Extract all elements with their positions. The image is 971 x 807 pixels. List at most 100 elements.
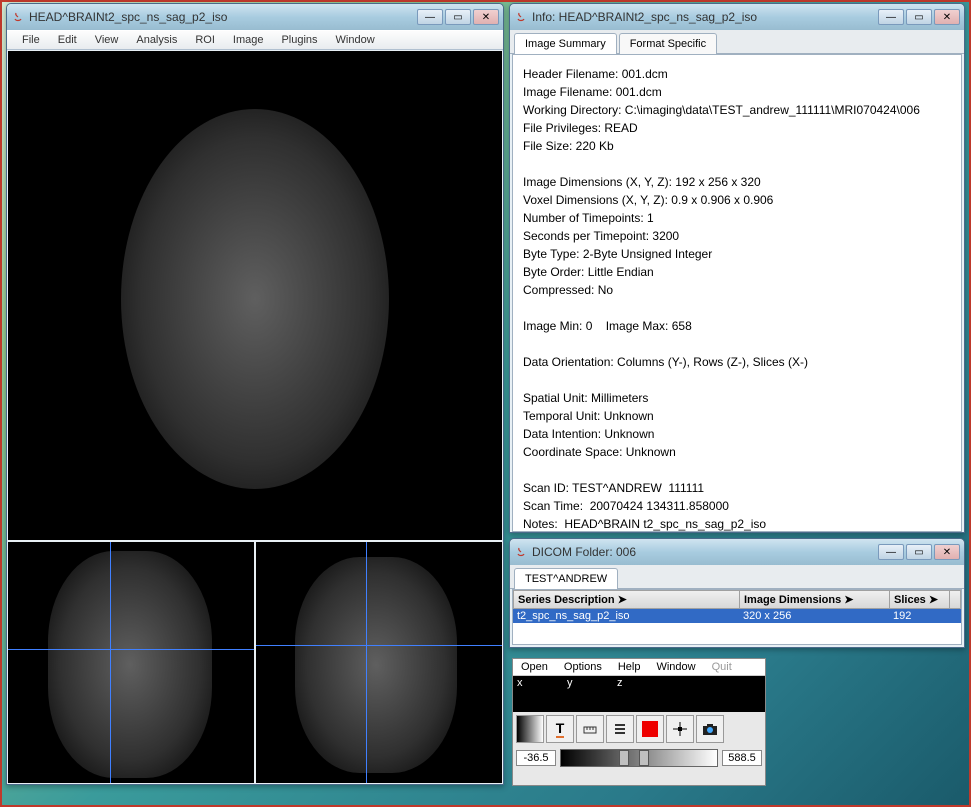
col-slices[interactable]: Slices ➤	[890, 591, 950, 608]
coord-x: x	[513, 676, 563, 694]
tool-menubar: Open Options Help Window Quit	[513, 659, 765, 676]
brain-sagittal-image	[295, 557, 457, 773]
java-icon	[514, 545, 528, 559]
tool-menu-options[interactable]: Options	[556, 659, 610, 675]
sagittal-crosshair-h	[256, 645, 502, 646]
coronal-crosshair-h	[8, 649, 254, 650]
info-titlebar[interactable]: Info: HEAD^BRAINt2_spc_ns_sag_p2_iso — ▭…	[510, 4, 964, 30]
list-icon[interactable]	[606, 715, 634, 743]
coord-strip: x y z	[513, 676, 765, 694]
col-image-dimensions[interactable]: Image Dimensions ➤	[740, 591, 890, 608]
axial-view[interactable]	[8, 51, 502, 540]
tool-menu-open[interactable]: Open	[513, 659, 556, 675]
info-line: Seconds per Timepoint: 3200	[523, 227, 951, 245]
brain-coronal-image	[48, 551, 212, 778]
camera-icon[interactable]	[696, 715, 724, 743]
dicom-tabbar: TEST^ANDREW	[510, 565, 964, 589]
close-button[interactable]: ✕	[934, 9, 960, 25]
tab-format-specific[interactable]: Format Specific	[619, 33, 717, 54]
tool-window: Open Options Help Window Quit x y z T -3…	[512, 658, 766, 786]
menu-file[interactable]: File	[13, 31, 49, 49]
slider-thumb-high[interactable]	[639, 750, 649, 766]
info-title-text: Info: HEAD^BRAINt2_spc_ns_sag_p2_iso	[532, 10, 878, 24]
maximize-button[interactable]: ▭	[906, 544, 932, 560]
menu-analysis[interactable]: Analysis	[127, 31, 186, 49]
menu-plugins[interactable]: Plugins	[272, 31, 326, 49]
gradient-icon[interactable]	[516, 715, 544, 743]
maximize-button[interactable]: ▭	[445, 9, 471, 25]
info-line: Number of Timepoints: 1	[523, 209, 951, 227]
cell-series: t2_spc_ns_sag_p2_iso	[513, 609, 739, 623]
info-line: Temporal Unit: Unknown	[523, 407, 951, 425]
info-line: Scan Time: 20070424 134311.858000	[523, 497, 951, 515]
info-tabbar: Image Summary Format Specific	[510, 30, 964, 54]
cell-slices: 192	[889, 609, 949, 623]
tab-test-andrew[interactable]: TEST^ANDREW	[514, 568, 618, 589]
info-line: Voxel Dimensions (X, Y, Z): 0.9 x 0.906 …	[523, 191, 951, 209]
info-line: Image Min: 0 Image Max: 658	[523, 317, 951, 335]
menu-window[interactable]: Window	[327, 31, 384, 49]
info-line: Coordinate Space: Unknown	[523, 443, 951, 461]
info-line: Notes: HEAD^BRAIN t2_spc_ns_sag_p2_iso	[523, 515, 951, 533]
main-window-controls: — ▭ ✕	[417, 9, 499, 25]
menu-view[interactable]: View	[86, 31, 128, 49]
window-level-slider: -36.5 588.5	[513, 746, 765, 770]
col-series-description[interactable]: Series Description ➤	[514, 591, 740, 608]
main-titlebar[interactable]: HEAD^BRAINt2_spc_ns_sag_p2_iso — ▭ ✕	[7, 4, 503, 30]
main-menubar: File Edit View Analysis ROI Image Plugin…	[7, 30, 503, 50]
info-line: Compressed: No	[523, 281, 951, 299]
tab-image-summary[interactable]: Image Summary	[514, 33, 617, 54]
tool-menu-window[interactable]: Window	[648, 659, 703, 675]
slider-min-value: -36.5	[516, 750, 556, 766]
java-icon	[11, 10, 25, 24]
info-line: Working Directory: C:\imaging\data\TEST_…	[523, 101, 951, 119]
main-image-window: HEAD^BRAINt2_spc_ns_sag_p2_iso — ▭ ✕ Fil…	[6, 3, 504, 785]
dicom-table-row[interactable]: t2_spc_ns_sag_p2_iso 320 x 256 192	[513, 609, 961, 623]
measure-icon[interactable]	[576, 715, 604, 743]
brain-axial-image	[121, 109, 389, 489]
dicom-window-controls: — ▭ ✕	[878, 544, 960, 560]
menu-edit[interactable]: Edit	[49, 31, 86, 49]
info-line: Spatial Unit: Millimeters	[523, 389, 951, 407]
menu-image[interactable]: Image	[224, 31, 273, 49]
crosshair-icon[interactable]	[666, 715, 694, 743]
main-title-text: HEAD^BRAINt2_spc_ns_sag_p2_iso	[29, 10, 417, 24]
dicom-titlebar[interactable]: DICOM Folder: 006 — ▭ ✕	[510, 539, 964, 565]
info-line: Data Orientation: Columns (Y-), Rows (Z-…	[523, 353, 951, 371]
info-line: Scan ID: TEST^ANDREW 111111	[523, 479, 951, 497]
fill-red-icon[interactable]	[636, 715, 664, 743]
close-button[interactable]: ✕	[473, 9, 499, 25]
coord-strip-2	[513, 694, 765, 712]
slider-max-value: 588.5	[722, 750, 762, 766]
slider-thumb-low[interactable]	[619, 750, 629, 766]
info-line: Image Dimensions (X, Y, Z): 192 x 256 x …	[523, 173, 951, 191]
text-tool-icon[interactable]: T	[546, 715, 574, 743]
coronal-crosshair-v	[110, 542, 111, 783]
slider-track[interactable]	[560, 749, 718, 767]
info-body: Header Filename: 001.dcmImage Filename: …	[512, 54, 962, 532]
info-line: Image Filename: 001.dcm	[523, 83, 951, 101]
cell-dimensions: 320 x 256	[739, 609, 889, 623]
info-line: File Size: 220 Kb	[523, 137, 951, 155]
info-line: Byte Order: Little Endian	[523, 263, 951, 281]
minimize-button[interactable]: —	[417, 9, 443, 25]
minimize-button[interactable]: —	[878, 9, 904, 25]
info-line: Header Filename: 001.dcm	[523, 65, 951, 83]
info-line: Byte Type: 2-Byte Unsigned Integer	[523, 245, 951, 263]
info-window-controls: — ▭ ✕	[878, 9, 960, 25]
menu-roi[interactable]: ROI	[186, 31, 224, 49]
tool-menu-help[interactable]: Help	[610, 659, 649, 675]
toolbar: T	[513, 712, 765, 746]
minimize-button[interactable]: —	[878, 544, 904, 560]
coord-y: y	[563, 676, 613, 694]
coord-z: z	[613, 676, 663, 694]
java-icon	[514, 10, 528, 24]
info-line: File Privileges: READ	[523, 119, 951, 137]
tool-menu-quit[interactable]: Quit	[704, 659, 740, 675]
sagittal-view[interactable]	[256, 542, 502, 783]
close-button[interactable]: ✕	[934, 544, 960, 560]
maximize-button[interactable]: ▭	[906, 9, 932, 25]
coronal-view[interactable]	[8, 542, 254, 783]
info-line: Data Intention: Unknown	[523, 425, 951, 443]
dicom-title-text: DICOM Folder: 006	[532, 545, 878, 559]
